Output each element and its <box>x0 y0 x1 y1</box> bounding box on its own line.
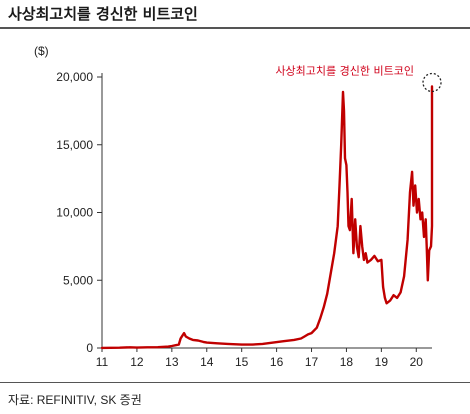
y-tick-label: 0 <box>86 341 93 355</box>
title-divider <box>0 27 470 29</box>
y-axis-unit-label: ($) <box>34 44 49 58</box>
x-tick-label: 11 <box>96 355 109 369</box>
source-divider <box>0 382 470 383</box>
x-tick-label: 14 <box>200 355 214 369</box>
y-tick-label: 15,000 <box>56 138 93 152</box>
record-high-annotation: 사상최고치를 경신한 비트코인 <box>275 64 414 77</box>
y-tick-label: 10,000 <box>56 206 93 220</box>
x-tick-label: 13 <box>165 355 179 369</box>
y-tick-label: 20,000 <box>56 70 93 84</box>
y-axis-ticks: 0 5,000 10,000 15,000 20,000 <box>56 70 102 355</box>
x-tick-label: 20 <box>410 355 424 369</box>
chart-title: 사상최고치를 경신한 비트코인 <box>8 5 198 23</box>
x-tick-label: 19 <box>375 355 389 369</box>
x-tick-label: 15 <box>235 355 249 369</box>
x-tick-label: 12 <box>130 355 144 369</box>
source-note: 자료: REFINITIV, SK 증권 <box>8 393 142 407</box>
x-tick-label: 16 <box>270 355 284 369</box>
y-tick-label: 5,000 <box>63 273 93 287</box>
x-tick-label: 18 <box>340 355 354 369</box>
record-high-marker <box>422 72 442 93</box>
bitcoin-price-line <box>100 85 434 350</box>
x-tick-label: 17 <box>305 355 319 369</box>
x-axis-ticks: 11 12 13 14 15 16 17 18 19 20 <box>96 348 424 369</box>
